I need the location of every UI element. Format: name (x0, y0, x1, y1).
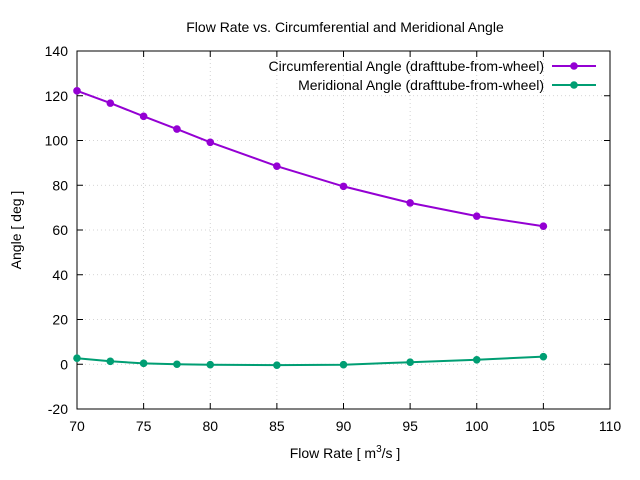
y-tick-label: 140 (45, 43, 69, 59)
data-point-1 (406, 358, 414, 367)
y-tick-label: 20 (52, 312, 68, 328)
series-group (73, 87, 548, 369)
x-tick-label: 75 (136, 418, 152, 434)
data-point-0 (139, 112, 148, 121)
x-axis-label-main: Flow Rate [ m (290, 445, 376, 461)
legend-marker-0 (570, 62, 578, 70)
x-tick-label: 90 (336, 418, 352, 434)
data-point-0 (106, 99, 115, 107)
data-point-0 (206, 138, 215, 147)
x-tick-label: 100 (465, 418, 489, 434)
legend-label-0: Circumferential Angle (drafttube-from-wh… (269, 58, 544, 74)
series-line-1 (76, 355, 544, 367)
data-point-0 (173, 125, 181, 133)
x-tick-label: 95 (402, 418, 418, 434)
y-axis-label: Angle [ deg ] (8, 191, 24, 270)
data-point-0 (472, 212, 481, 220)
data-point-1 (206, 360, 215, 369)
data-point-0 (273, 162, 281, 171)
chart-title: Flow Rate vs. Circumferential and Meridi… (186, 19, 504, 35)
x-tick-label: 85 (269, 418, 285, 434)
x-axis-label-sup: 3 (376, 444, 382, 455)
y-tick-label: 40 (52, 267, 68, 283)
y-tick-label: 60 (52, 222, 68, 238)
data-point-1 (173, 360, 181, 369)
x-tick-label: 105 (532, 418, 556, 434)
series-line-0 (76, 89, 544, 228)
y-tick-label: 120 (45, 88, 69, 104)
data-point-1 (139, 359, 148, 368)
x-tick-label: 110 (599, 418, 622, 434)
y-tick-label: 80 (52, 177, 68, 193)
legend: Circumferential Angle (drafttube-from-wh… (269, 58, 596, 93)
data-point-0 (339, 182, 348, 191)
data-point-1 (339, 360, 348, 369)
grid (77, 51, 610, 409)
data-point-1 (73, 354, 81, 363)
legend-marker-1 (570, 81, 578, 89)
data-point-0 (73, 87, 81, 95)
data-point-0 (539, 222, 548, 230)
y-tick-label: -20 (48, 401, 68, 417)
y-tick-label: 100 (45, 133, 69, 149)
data-point-1 (539, 352, 548, 361)
x-axis-label: Flow Rate [ m3/s ] (290, 444, 401, 461)
data-point-1 (472, 355, 481, 364)
data-point-1 (273, 361, 281, 369)
y-tick-label: 0 (60, 356, 68, 372)
x-tick-label: 80 (202, 418, 218, 434)
legend-label-1: Meridional Angle (drafttube-from-wheel) (298, 77, 544, 93)
data-point-0 (406, 199, 414, 207)
data-point-1 (106, 357, 115, 366)
x-axis-label-end: /s ] (382, 445, 401, 461)
axis-ticks: 70 75 80 85 90 95 100 105 110 -20 0 20 40 60 80 100 120 1… (45, 43, 622, 434)
x-tick-label: 70 (69, 418, 85, 434)
